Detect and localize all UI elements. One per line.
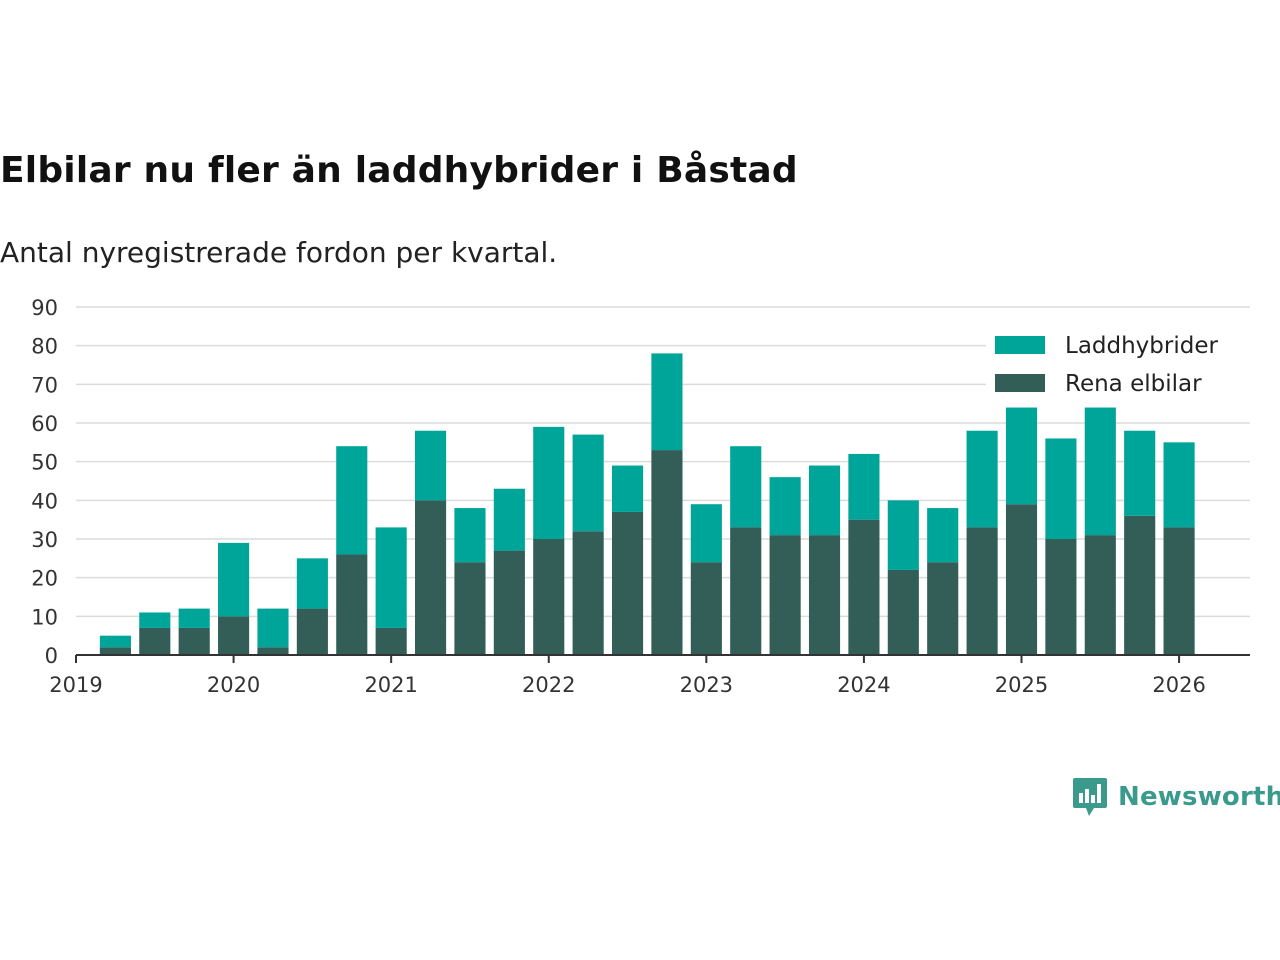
bar-rena-elbilar xyxy=(730,527,762,655)
bar-rena-elbilar xyxy=(257,647,289,655)
bar-rena-elbilar xyxy=(611,511,644,655)
bar-laddhybrider xyxy=(454,508,486,563)
legend-swatch-laddhybrider xyxy=(995,336,1045,354)
bar-laddhybrider xyxy=(690,504,722,563)
x-tick-label: 2019 xyxy=(49,673,102,697)
bar-laddhybrider xyxy=(769,477,801,536)
bar-rena-elbilar xyxy=(533,539,565,655)
y-tick-label: 20 xyxy=(31,567,58,591)
bars xyxy=(99,353,1195,655)
bar-rena-elbilar xyxy=(887,569,919,655)
bar-laddhybrider xyxy=(1124,430,1156,516)
x-tick-label: 2023 xyxy=(680,673,733,697)
x-tick-label: 2022 xyxy=(522,673,575,697)
bar-rena-elbilar xyxy=(296,608,328,655)
bar-rena-elbilar xyxy=(336,554,368,655)
y-tick-label: 90 xyxy=(31,296,58,320)
newsworthy-logo: Newsworthy xyxy=(1072,776,1280,818)
legend-swatch-rena-elbilar xyxy=(995,374,1045,392)
bar-laddhybrider xyxy=(257,608,289,648)
bar-laddhybrider xyxy=(887,500,919,570)
bar-laddhybrider xyxy=(1163,442,1195,528)
legend: Laddhybrider Rena elbilar xyxy=(986,333,1254,403)
bar-rena-elbilar xyxy=(139,627,171,655)
legend-label-rena-elbilar: Rena elbilar xyxy=(1065,371,1202,397)
bar-rena-elbilar xyxy=(99,647,131,655)
bar-rena-elbilar xyxy=(1124,515,1156,655)
bar-rena-elbilar xyxy=(1045,539,1077,655)
bar-rena-elbilar xyxy=(966,527,998,655)
bar-rena-elbilar xyxy=(1005,504,1038,655)
x-tick-label: 2025 xyxy=(995,673,1048,697)
newsworthy-logo-icon xyxy=(1073,778,1107,816)
bar-laddhybrider xyxy=(848,453,880,520)
y-tick-label: 0 xyxy=(45,644,58,668)
bar-rena-elbilar xyxy=(1163,527,1195,655)
bar-rena-elbilar xyxy=(769,535,801,655)
y-tick-label: 40 xyxy=(31,489,58,513)
bar-laddhybrider xyxy=(218,542,250,617)
y-tick-label: 50 xyxy=(31,451,58,475)
bar-laddhybrider xyxy=(533,426,565,539)
x-tick-label: 2020 xyxy=(207,673,260,697)
y-axis: 0 10 20 30 40 50 60 70 80 90 xyxy=(31,296,58,668)
bar-laddhybrider xyxy=(966,430,998,528)
bar-laddhybrider xyxy=(730,446,762,528)
legend-label-laddhybrider: Laddhybrider xyxy=(1065,333,1218,359)
x-tick-label: 2024 xyxy=(837,673,890,697)
y-tick-label: 80 xyxy=(31,335,58,359)
brand-name: Newsworthy xyxy=(1118,782,1280,812)
bar-rena-elbilar xyxy=(1084,535,1116,655)
bar-rena-elbilar xyxy=(927,562,959,655)
bar-rena-elbilar xyxy=(375,627,407,655)
bar-laddhybrider xyxy=(139,612,171,628)
bar-laddhybrider xyxy=(375,527,407,628)
bar-rena-elbilar xyxy=(651,450,683,655)
bar-laddhybrider xyxy=(808,465,841,536)
bar-laddhybrider xyxy=(178,608,210,628)
x-axis: 2019 2020 2021 2022 2023 2024 2025 2026 xyxy=(49,654,1250,697)
bar-rena-elbilar xyxy=(808,535,841,655)
bar-laddhybrider xyxy=(415,430,447,501)
bar-laddhybrider xyxy=(1005,407,1038,505)
bar-rena-elbilar xyxy=(690,562,722,655)
chart-title: Elbilar nu fler än laddhybrider i Båstad xyxy=(0,150,798,191)
bar-rena-elbilar xyxy=(218,616,250,655)
bar-laddhybrider xyxy=(927,508,959,563)
bar-laddhybrider xyxy=(1045,438,1077,539)
bar-laddhybrider xyxy=(336,446,368,555)
bar-rena-elbilar xyxy=(493,550,525,655)
bar-laddhybrider xyxy=(651,353,683,451)
bar-rena-elbilar xyxy=(178,627,210,655)
y-tick-label: 10 xyxy=(31,605,58,629)
y-tick-label: 60 xyxy=(31,412,58,436)
bar-laddhybrider xyxy=(493,488,525,551)
bar-rena-elbilar xyxy=(415,500,447,655)
x-tick-label: 2026 xyxy=(1152,673,1205,697)
bar-laddhybrider xyxy=(296,558,328,609)
stacked-bar-chart: 0 10 20 30 40 50 60 70 80 90 2019 2020 2021 2022 2023… xyxy=(31,296,1254,697)
y-tick-label: 30 xyxy=(31,528,58,552)
bar-rena-elbilar xyxy=(848,519,880,655)
chart-subtitle: Antal nyregistrerade fordon per kvartal. xyxy=(0,236,558,269)
bar-laddhybrider xyxy=(572,434,604,532)
bar-rena-elbilar xyxy=(454,562,486,655)
bar-rena-elbilar xyxy=(572,531,604,655)
bar-laddhybrider xyxy=(1084,407,1116,536)
bar-laddhybrider xyxy=(611,465,644,512)
y-tick-label: 70 xyxy=(31,373,58,397)
x-tick-label: 2021 xyxy=(364,673,417,697)
bar-laddhybrider xyxy=(99,635,131,648)
